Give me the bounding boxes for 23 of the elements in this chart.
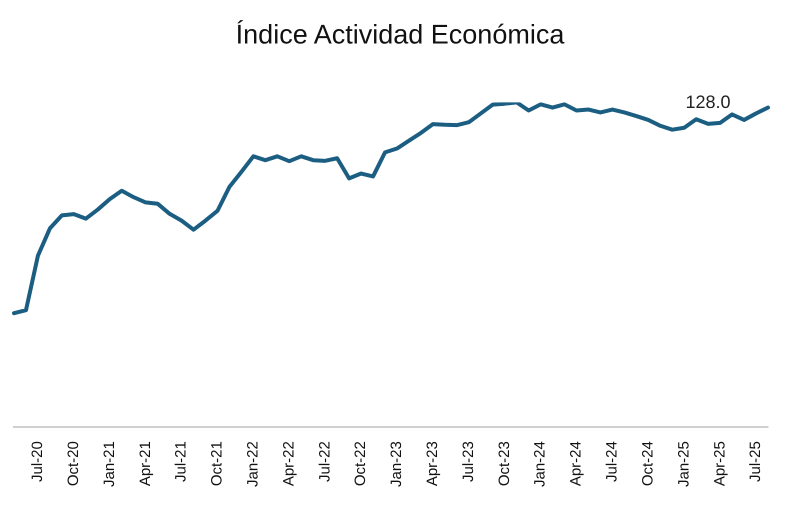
x-tick-label: Jan-24 — [532, 441, 549, 488]
x-tick-label: Oct-24 — [639, 441, 656, 486]
x-tick-label: Jul-20 — [29, 441, 46, 482]
x-tick-label: Jul-25 — [747, 441, 764, 482]
x-tick-label: Apr-22 — [280, 441, 298, 486]
x-tick-label: Oct-22 — [352, 441, 370, 486]
annotation: 128.0 — [685, 92, 731, 112]
x-tick-label: Apr-23 — [424, 441, 442, 486]
x-tick-label: Oct-20 — [64, 441, 82, 486]
x-tick-label: Jul-23 — [460, 441, 477, 482]
x-tick-label: Jul-24 — [604, 441, 621, 482]
x-tick-label: Jan-21 — [100, 441, 118, 488]
x-tick-label: Oct-21 — [208, 441, 226, 486]
x-tick-label: Oct-23 — [496, 441, 513, 486]
chart-title: Índice Actividad Económica — [236, 20, 566, 50]
x-tick-label: Apr-24 — [568, 441, 585, 486]
x-tick-label: Apr-21 — [136, 441, 154, 486]
x-tick-label: Jul-22 — [316, 441, 334, 482]
x-tick-label: Jan-25 — [675, 441, 692, 488]
x-tick-label: Jan-23 — [388, 441, 406, 488]
x-tick-label: Jul-21 — [172, 441, 190, 482]
x-tick-label: Jan-22 — [244, 441, 262, 488]
x-tick-label: Apr-25 — [711, 441, 728, 486]
